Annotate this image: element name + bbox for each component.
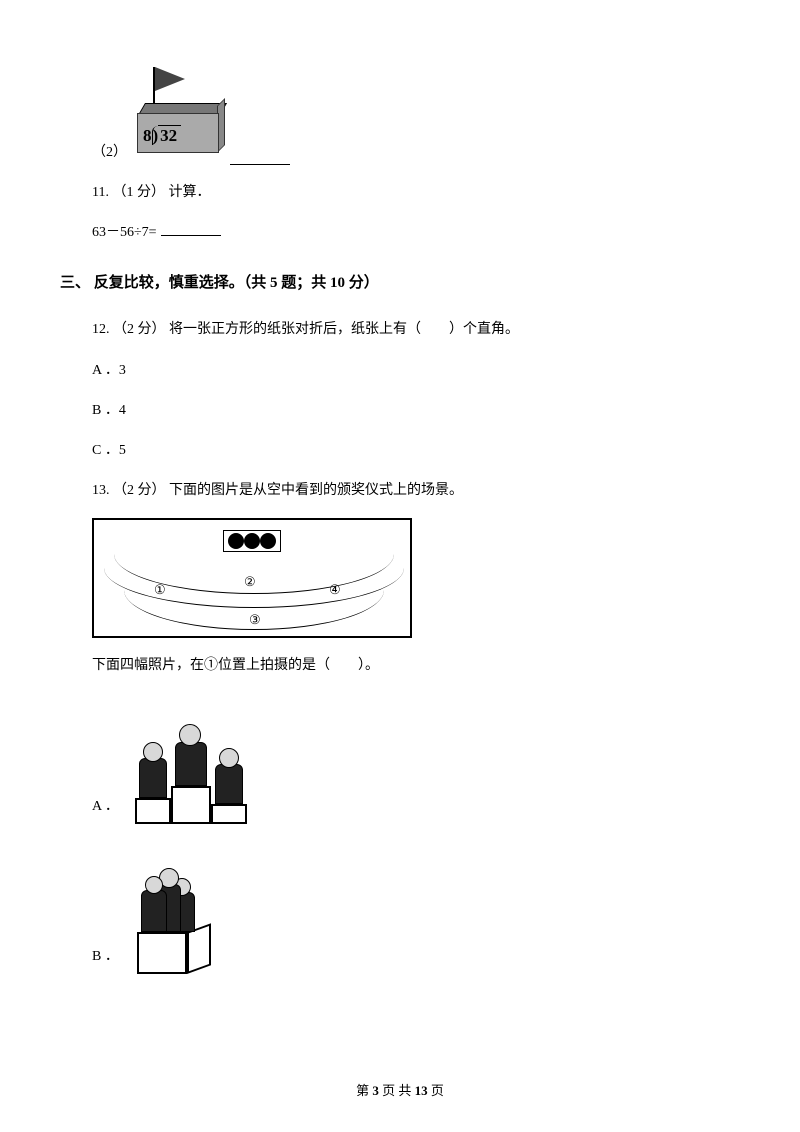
page-content: （2） 8)32 11. （1 分） 计算． 63－56÷7= 三、 反复比较，…	[0, 0, 800, 974]
q2-label: （2）	[92, 140, 127, 165]
podium-heads-box	[223, 530, 281, 552]
section-3-title: 三、 反复比较，慎重选择。（共 5 题；共 10 分）	[60, 270, 740, 297]
person-body	[175, 742, 207, 786]
q13-subtext: 下面四幅照片，在①位置上拍摄的是（ ）。	[92, 653, 740, 678]
page-footer: 第 3 页 共 13 页	[0, 1079, 800, 1102]
footer-total-pages: 13	[415, 1083, 428, 1098]
podium-stage-top-view: ① ② ③ ④	[92, 518, 412, 638]
dividend: 32	[158, 125, 181, 145]
q13-option-a-label: A ．	[92, 794, 119, 819]
q13-option-b-row: B ．	[92, 834, 740, 974]
question-2-figure-row: （2） 8)32	[92, 65, 740, 165]
q12-option-c: C ．5	[92, 438, 740, 463]
podium-right	[211, 804, 247, 824]
person-head-icon	[145, 876, 163, 894]
position-label-1: ①	[154, 578, 166, 601]
q13-option-a-row: A ．	[92, 694, 740, 824]
podium-left	[135, 798, 171, 824]
head-icon	[260, 533, 276, 549]
q12-option-a: A ．3	[92, 358, 740, 383]
podium-front-block	[137, 932, 187, 974]
podium-front-view-figure	[125, 694, 265, 824]
question-13: 13. （2 分） 下面的图片是从空中看到的颁奖仪式上的场景。	[92, 478, 740, 503]
flag-icon	[155, 67, 185, 91]
answer-blank-q11	[161, 220, 221, 236]
person-head-icon	[219, 748, 239, 768]
answer-blank-q2	[230, 149, 290, 165]
person-body	[139, 758, 167, 798]
podium-center	[171, 786, 211, 824]
question-11: 11. （1 分） 计算．	[92, 180, 740, 205]
head-icon	[244, 533, 260, 549]
q11-expression: 63－56÷7=	[92, 225, 157, 240]
podium-side-view-figure	[125, 834, 245, 974]
footer-pre: 第	[356, 1083, 372, 1098]
q13-option-b-label: B ．	[92, 944, 119, 969]
divisor: 8	[143, 126, 152, 145]
person-body	[215, 764, 243, 804]
head-icon	[228, 533, 244, 549]
long-division: 8)32	[143, 121, 181, 152]
question-11-expr-line: 63－56÷7=	[92, 220, 740, 245]
q13-stage-figure: ① ② ③ ④	[92, 518, 740, 638]
position-label-2: ②	[244, 570, 256, 593]
footer-mid: 页 共	[379, 1083, 415, 1098]
q12-option-b: B ．4	[92, 398, 740, 423]
person-body	[141, 890, 167, 932]
position-label-3: ③	[249, 608, 261, 631]
division-box-figure: 8)32	[131, 65, 226, 165]
footer-suf: 页	[428, 1083, 444, 1098]
question-12: 12. （2 分） 将一张正方形的纸张对折后，纸张上有（ ）个直角。	[92, 317, 740, 342]
person-head-icon	[179, 724, 201, 746]
person-head-icon	[143, 742, 163, 762]
position-label-4: ④	[329, 578, 341, 601]
